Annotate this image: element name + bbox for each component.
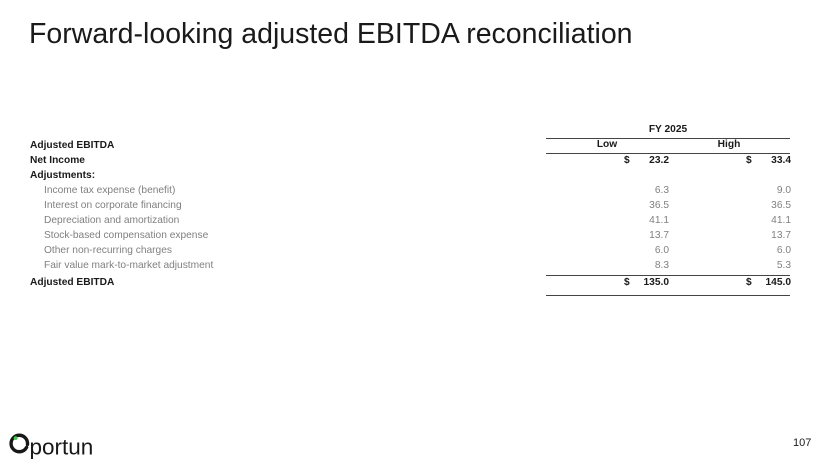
svg-text:portun: portun [30,435,94,460]
